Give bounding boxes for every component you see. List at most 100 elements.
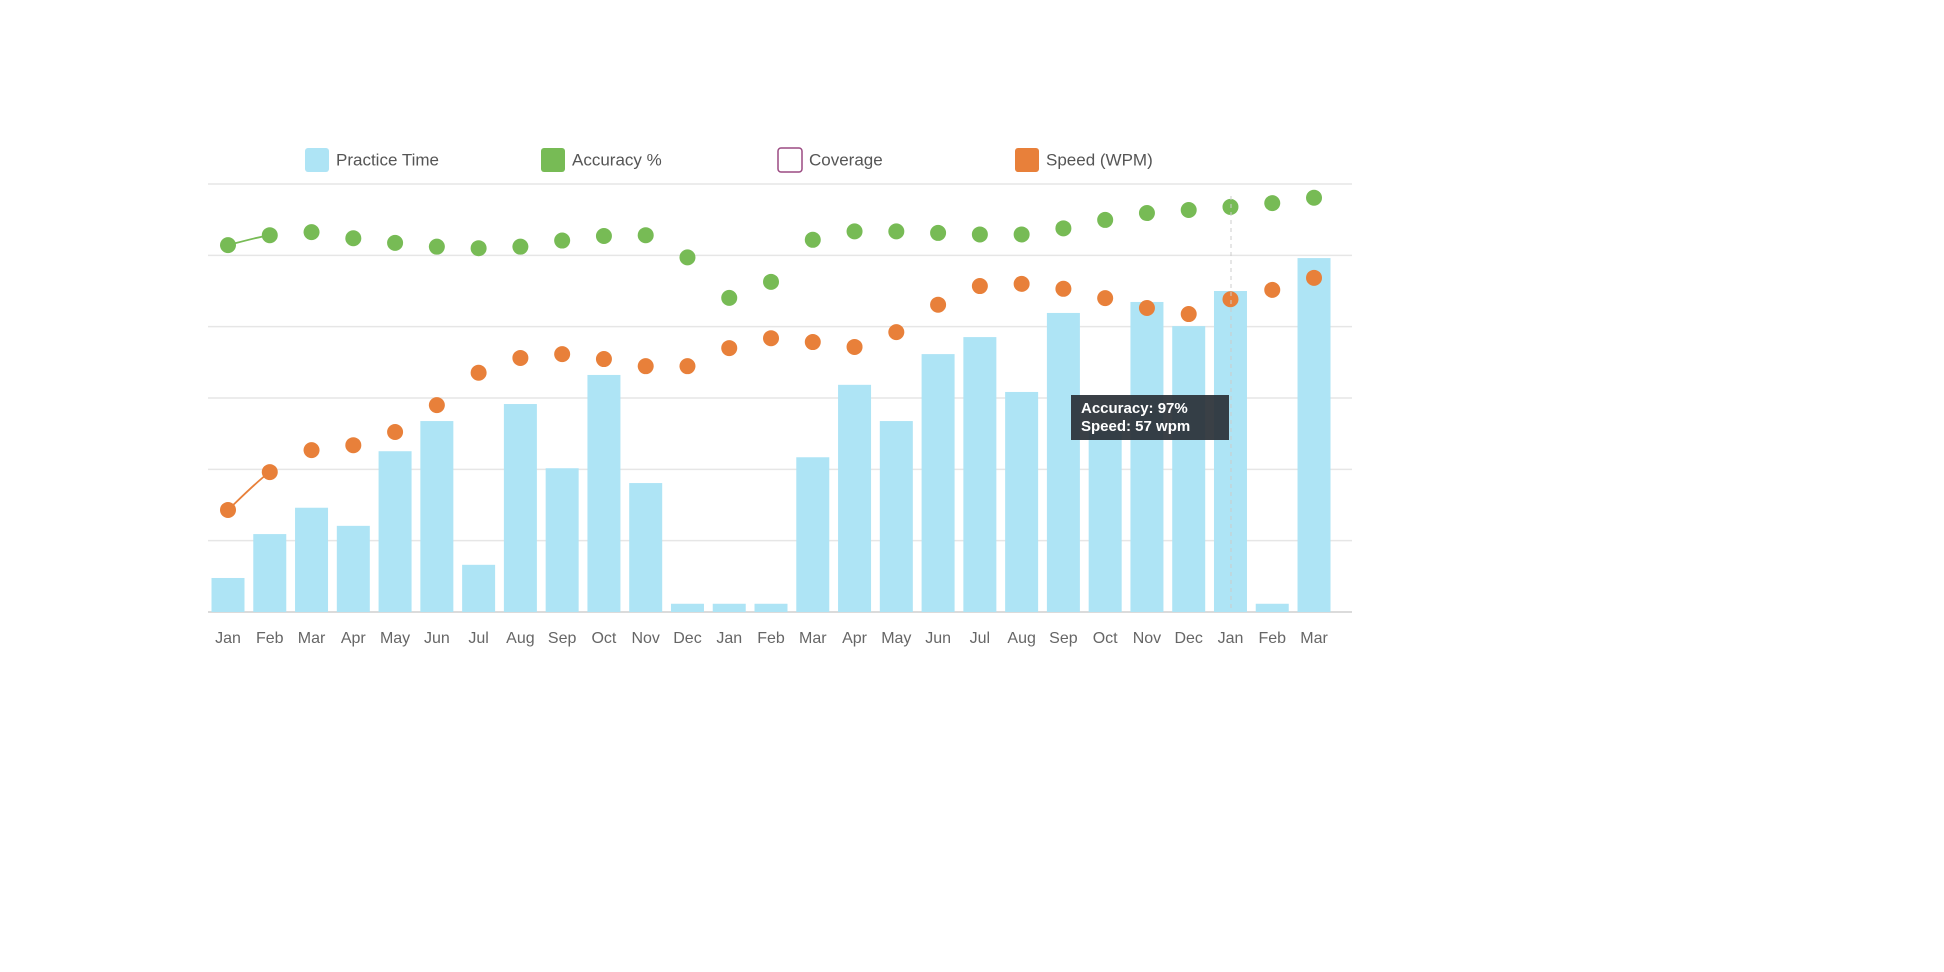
point [971, 278, 988, 295]
legend-swatch [305, 148, 329, 172]
point [1222, 198, 1239, 215]
bar [963, 337, 997, 612]
point [470, 240, 487, 257]
point [721, 340, 738, 357]
point [428, 397, 445, 414]
x-tick-label: Oct [1093, 630, 1118, 647]
bar [211, 577, 245, 612]
point [846, 223, 863, 240]
bar [879, 421, 913, 612]
point [1097, 211, 1114, 228]
x-tick-label: Nov [1133, 630, 1161, 647]
point [637, 358, 654, 375]
x-tick-label: Oct [591, 630, 616, 647]
bar [1130, 301, 1164, 612]
bar [629, 483, 663, 612]
point [1306, 189, 1323, 206]
point [888, 324, 905, 341]
bar [712, 603, 746, 612]
bar [1005, 391, 1039, 612]
point [387, 424, 404, 441]
legend-swatch [541, 148, 565, 172]
point [512, 349, 529, 366]
bar [378, 451, 412, 612]
point [595, 227, 612, 244]
point [220, 237, 236, 254]
point [512, 238, 529, 255]
bars [211, 258, 1331, 612]
legend-swatch [1015, 148, 1039, 172]
bar [1255, 603, 1289, 612]
bar [503, 404, 537, 612]
x-tick-label: Feb [1258, 630, 1286, 647]
point [1264, 195, 1281, 212]
point [1138, 300, 1155, 317]
legend-label: Speed (WPM) [1046, 150, 1153, 169]
bar [1088, 429, 1122, 612]
point [1180, 306, 1197, 323]
point [303, 224, 320, 241]
x-tick-label: Mar [1300, 630, 1328, 647]
tooltip-line: Accuracy: 97% [1081, 400, 1188, 417]
point [763, 273, 780, 290]
point [1180, 201, 1197, 218]
bar [545, 468, 579, 612]
x-tick-label: Aug [506, 630, 534, 647]
point [1264, 281, 1281, 298]
x-tick-label: Jun [925, 630, 951, 647]
point [470, 364, 487, 381]
bar [336, 525, 370, 612]
x-tick-label: Feb [757, 630, 785, 647]
x-tick-label: Apr [341, 630, 367, 647]
x-tick-label: Nov [631, 630, 659, 647]
x-tick-label: Sep [1049, 630, 1078, 647]
x-tick-label: Mar [799, 630, 827, 647]
point [428, 238, 445, 255]
point [1013, 275, 1030, 292]
x-tick-label: Jun [424, 630, 450, 647]
point [595, 351, 612, 368]
bar [587, 374, 621, 612]
x-tick-label: Feb [256, 630, 284, 647]
x-tick-label: Apr [842, 630, 868, 647]
legend-label: Accuracy % [572, 150, 662, 169]
bar [420, 421, 454, 612]
x-tick-label: Jul [970, 630, 990, 647]
tooltip-box [1071, 395, 1229, 440]
point [930, 224, 947, 241]
point [1306, 269, 1323, 286]
x-tick-label: Sep [548, 630, 577, 647]
point [846, 338, 863, 355]
point [1055, 280, 1072, 297]
lines [220, 189, 1323, 518]
bar [754, 603, 788, 612]
point [1055, 220, 1072, 237]
point [679, 249, 696, 266]
point [888, 223, 905, 240]
x-tick-label: Jan [215, 630, 241, 647]
point [971, 226, 988, 243]
bar [838, 384, 872, 612]
point [554, 232, 571, 249]
legend: Practice Time Accuracy % Coverage Speed (WP… [305, 147, 1153, 173]
point [1097, 290, 1114, 307]
legend-label: Practice Time [336, 150, 439, 169]
tooltip: Accuracy: 97% Speed: 57 wpm [1071, 395, 1229, 440]
x-tick-label: Jul [468, 630, 488, 647]
point [387, 234, 404, 251]
point [804, 334, 821, 351]
bar [1297, 258, 1331, 612]
point [930, 296, 947, 313]
point [804, 231, 821, 248]
x-tick-label: Aug [1007, 630, 1035, 647]
legend-label: Coverage [809, 150, 883, 169]
point [261, 464, 278, 481]
x-tick-label: Dec [1174, 630, 1202, 647]
point [345, 437, 362, 454]
bar [1172, 326, 1206, 612]
bar [921, 354, 955, 612]
bar [462, 564, 496, 612]
x-tick-label: Jan [716, 630, 742, 647]
bar [1046, 312, 1080, 612]
